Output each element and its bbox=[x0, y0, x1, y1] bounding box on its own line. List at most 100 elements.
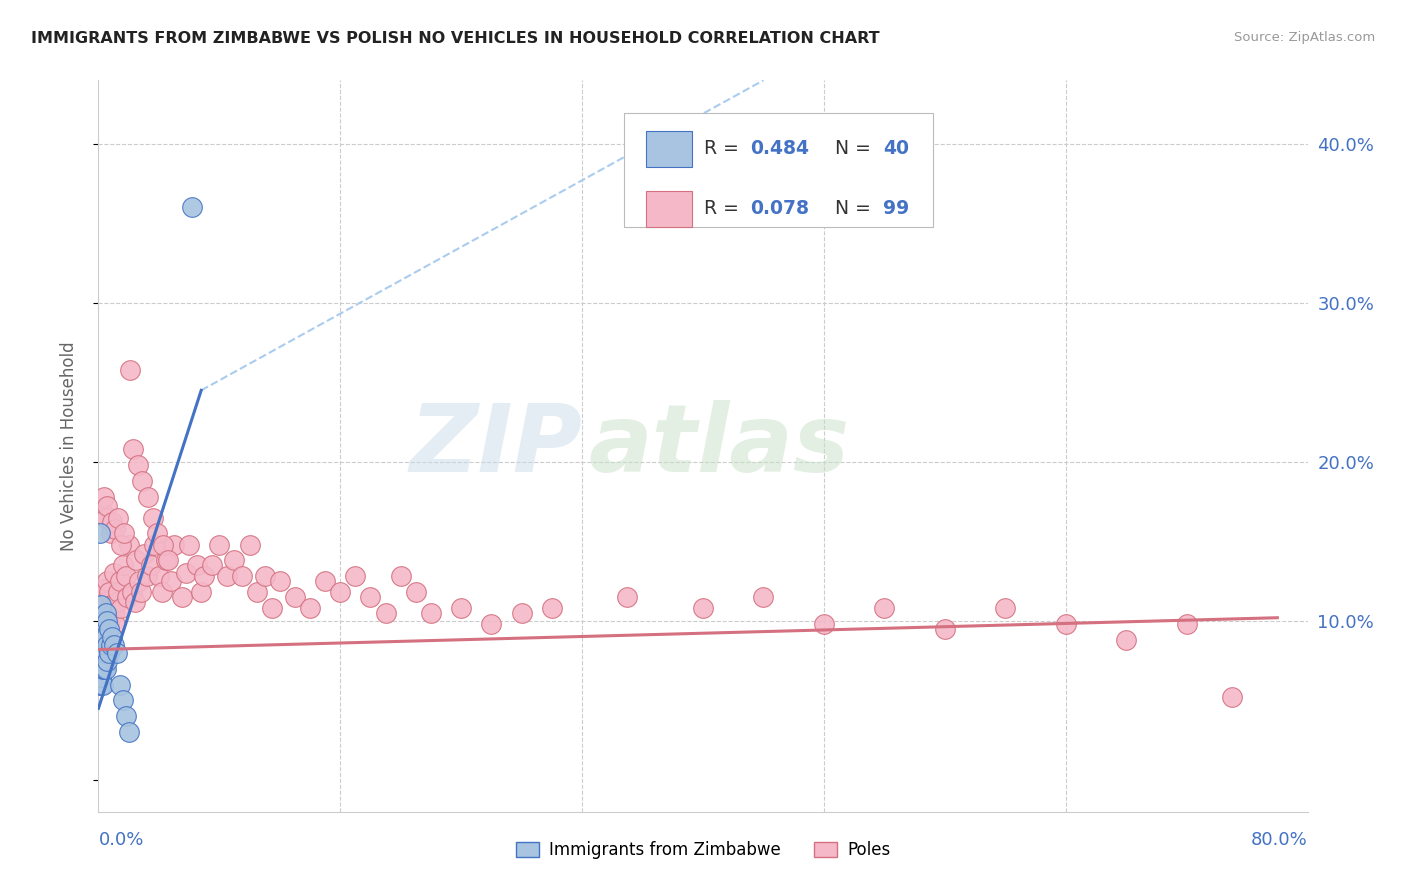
Point bbox=[91, 677, 114, 691]
Point bbox=[813, 617, 835, 632]
Point bbox=[128, 574, 150, 589]
Point bbox=[89, 654, 111, 668]
Point bbox=[329, 585, 352, 599]
Point bbox=[163, 538, 186, 552]
Point bbox=[284, 590, 307, 604]
Point bbox=[114, 569, 136, 583]
Point bbox=[96, 500, 118, 514]
Point bbox=[94, 510, 117, 524]
Point bbox=[96, 614, 118, 628]
Point bbox=[156, 553, 179, 567]
Point bbox=[111, 558, 134, 573]
Point bbox=[94, 595, 117, 609]
Text: R =: R = bbox=[704, 139, 745, 158]
Point bbox=[389, 569, 412, 583]
Point bbox=[155, 553, 177, 567]
Point bbox=[405, 585, 427, 599]
Point bbox=[124, 595, 146, 609]
Point bbox=[118, 538, 141, 552]
Point bbox=[994, 601, 1017, 615]
Point bbox=[90, 654, 112, 668]
Point bbox=[96, 654, 118, 668]
FancyBboxPatch shape bbox=[624, 113, 932, 227]
Point bbox=[100, 526, 122, 541]
Point bbox=[89, 646, 111, 660]
Point bbox=[98, 622, 121, 636]
Point bbox=[105, 595, 128, 609]
Point bbox=[91, 601, 114, 615]
Point bbox=[107, 510, 129, 524]
FancyBboxPatch shape bbox=[647, 192, 692, 227]
Point bbox=[143, 538, 166, 552]
Point bbox=[360, 590, 382, 604]
Y-axis label: No Vehicles in Household: No Vehicles in Household bbox=[59, 341, 77, 551]
Point bbox=[118, 725, 141, 739]
Point bbox=[231, 569, 253, 583]
Point bbox=[344, 569, 367, 583]
Point bbox=[94, 630, 117, 644]
Point bbox=[91, 614, 114, 628]
Point bbox=[269, 574, 291, 589]
Point bbox=[110, 538, 132, 552]
Point bbox=[94, 622, 117, 636]
Point bbox=[90, 598, 112, 612]
Point bbox=[96, 606, 118, 620]
Point bbox=[540, 601, 562, 615]
Text: ZIP: ZIP bbox=[409, 400, 582, 492]
Point bbox=[224, 553, 246, 567]
Point bbox=[91, 662, 114, 676]
Point bbox=[94, 646, 117, 660]
Point bbox=[101, 516, 124, 530]
Text: IMMIGRANTS FROM ZIMBABWE VS POLISH NO VEHICLES IN HOUSEHOLD CORRELATION CHART: IMMIGRANTS FROM ZIMBABWE VS POLISH NO VE… bbox=[31, 31, 880, 46]
Text: N =: N = bbox=[835, 199, 877, 218]
Point bbox=[752, 590, 775, 604]
Point bbox=[110, 601, 132, 615]
Point bbox=[160, 574, 183, 589]
Point bbox=[142, 510, 165, 524]
Point bbox=[239, 538, 262, 552]
Point bbox=[98, 646, 121, 660]
Point bbox=[114, 709, 136, 723]
Point bbox=[89, 614, 111, 628]
Point bbox=[112, 526, 135, 541]
Point bbox=[103, 606, 125, 620]
Point bbox=[215, 569, 238, 583]
Point bbox=[262, 601, 284, 615]
Point bbox=[190, 585, 212, 599]
Point bbox=[120, 362, 142, 376]
Point bbox=[1115, 632, 1137, 647]
Point bbox=[104, 522, 127, 536]
Point bbox=[100, 638, 122, 652]
Point bbox=[450, 601, 472, 615]
Point bbox=[121, 585, 143, 599]
Point bbox=[374, 606, 396, 620]
Point bbox=[90, 622, 112, 636]
Text: 80.0%: 80.0% bbox=[1251, 830, 1308, 849]
Point bbox=[89, 526, 111, 541]
Text: 99: 99 bbox=[883, 199, 910, 218]
Point bbox=[91, 506, 114, 520]
Point bbox=[873, 601, 896, 615]
Point bbox=[692, 601, 714, 615]
Point bbox=[90, 677, 112, 691]
Point bbox=[934, 622, 956, 636]
Text: atlas: atlas bbox=[588, 400, 849, 492]
Point bbox=[246, 585, 269, 599]
Text: 40: 40 bbox=[883, 139, 910, 158]
Point bbox=[100, 598, 122, 612]
Point bbox=[420, 606, 443, 620]
Text: R =: R = bbox=[704, 199, 745, 218]
Point bbox=[201, 558, 224, 573]
Point bbox=[141, 558, 163, 573]
Point bbox=[103, 638, 125, 652]
Point bbox=[98, 585, 121, 599]
Text: 0.078: 0.078 bbox=[751, 199, 810, 218]
Point bbox=[616, 590, 638, 604]
Text: N =: N = bbox=[835, 139, 877, 158]
Point bbox=[193, 569, 215, 583]
Point bbox=[108, 574, 131, 589]
Point bbox=[299, 601, 322, 615]
Text: 0.0%: 0.0% bbox=[98, 830, 143, 849]
Point bbox=[122, 442, 145, 457]
Point bbox=[108, 677, 131, 691]
